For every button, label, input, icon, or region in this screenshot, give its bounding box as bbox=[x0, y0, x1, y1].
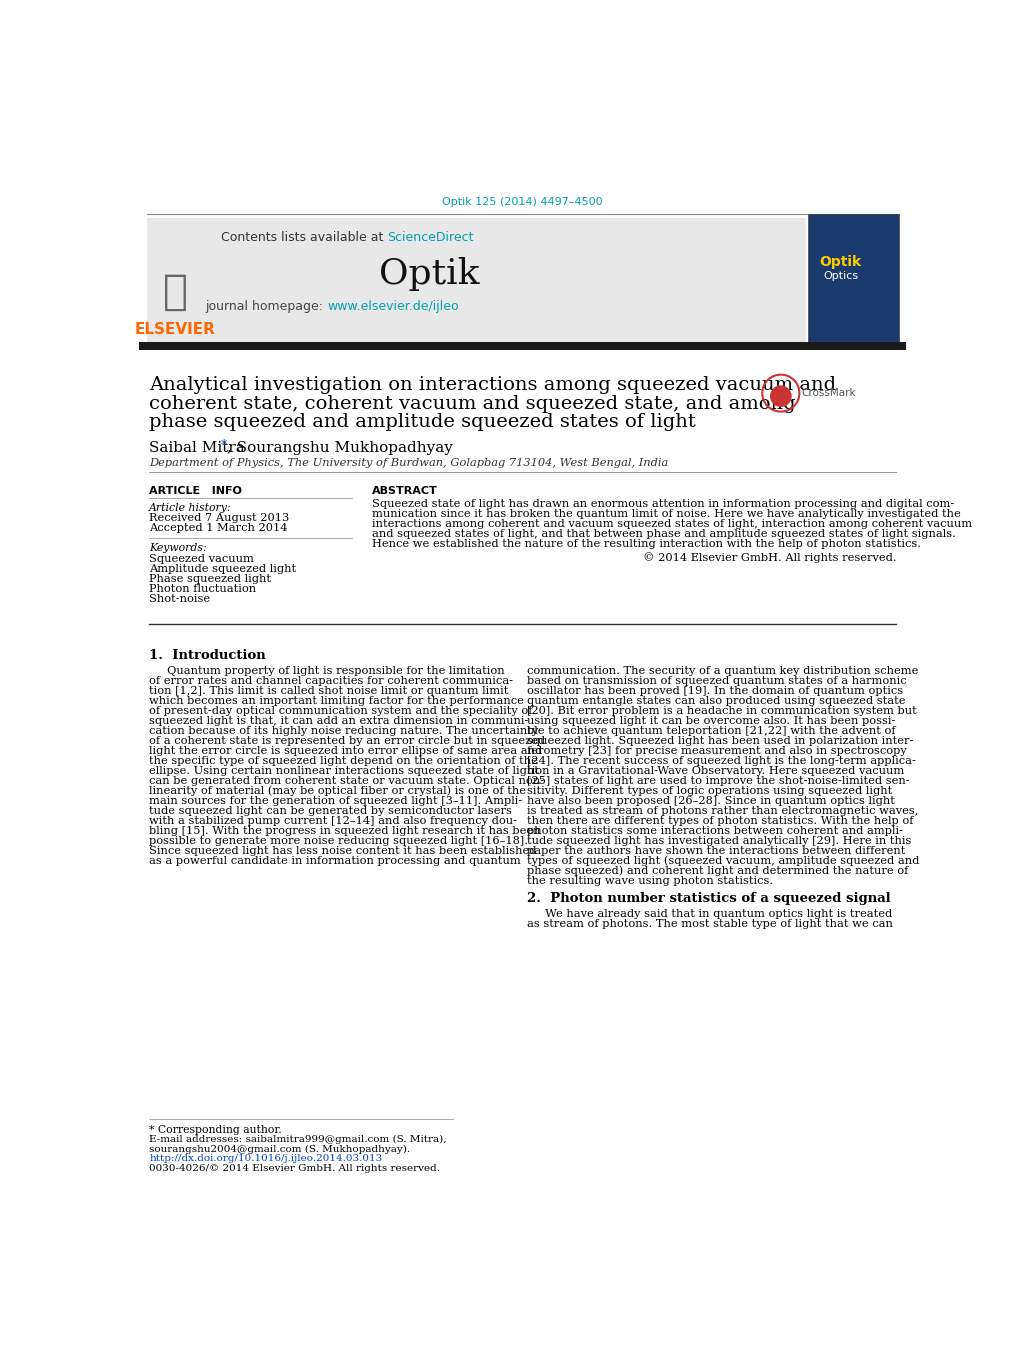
Text: squeezed light is that, it can add an extra dimension in communi-: squeezed light is that, it can add an ex… bbox=[149, 716, 528, 725]
Text: as stream of photons. The most stable type of light that we can: as stream of photons. The most stable ty… bbox=[526, 919, 892, 929]
Text: of present-day optical communication system and the speciality of: of present-day optical communication sys… bbox=[149, 705, 532, 716]
Text: munication since it has broken the quantum limit of noise. Here we have analytic: munication since it has broken the quant… bbox=[371, 509, 960, 519]
Text: Accepted 1 March 2014: Accepted 1 March 2014 bbox=[149, 523, 287, 534]
Text: , Sourangshu Mukhopadhyay: , Sourangshu Mukhopadhyay bbox=[226, 440, 452, 455]
Text: 0030-4026/© 2014 Elsevier GmbH. All rights reserved.: 0030-4026/© 2014 Elsevier GmbH. All righ… bbox=[149, 1165, 440, 1173]
Circle shape bbox=[769, 385, 791, 407]
Text: [20]. Bit error problem is a headache in communication system but: [20]. Bit error problem is a headache in… bbox=[526, 705, 915, 716]
Text: Optik: Optik bbox=[379, 257, 480, 290]
Text: ABSTRACT: ABSTRACT bbox=[371, 485, 437, 496]
Text: CrossMark: CrossMark bbox=[801, 388, 856, 399]
Text: [24]. The recent success of squeezed light is the long-term applica-: [24]. The recent success of squeezed lig… bbox=[526, 755, 915, 766]
Text: Hence we established the nature of the resulting interaction with the help of ph: Hence we established the nature of the r… bbox=[371, 539, 920, 549]
Text: sourangshu2004@gmail.com (S. Mukhopadhyay).: sourangshu2004@gmail.com (S. Mukhopadhya… bbox=[149, 1144, 410, 1154]
Text: quantum entangle states can also produced using squeezed state: quantum entangle states can also produce… bbox=[526, 696, 904, 705]
Text: can be generated from coherent state or vacuum state. Optical non-: can be generated from coherent state or … bbox=[149, 775, 544, 786]
Text: ellipse. Using certain nonlinear interactions squeezed state of light: ellipse. Using certain nonlinear interac… bbox=[149, 766, 539, 775]
Text: 2.  Photon number statistics of a squeezed signal: 2. Photon number statistics of a squeeze… bbox=[526, 892, 890, 905]
Text: ARTICLE   INFO: ARTICLE INFO bbox=[149, 485, 242, 496]
Text: types of squeezed light (squeezed vacuum, amplitude squeezed and: types of squeezed light (squeezed vacuum… bbox=[526, 857, 918, 866]
Text: then there are different types of photon statistics. With the help of: then there are different types of photon… bbox=[526, 816, 912, 825]
Bar bbox=[139, 342, 906, 350]
Text: of a coherent state is represented by an error circle but in squeezed: of a coherent state is represented by an… bbox=[149, 736, 545, 746]
Text: the resulting wave using photon statistics.: the resulting wave using photon statisti… bbox=[526, 875, 772, 886]
Text: * Corresponding author.: * Corresponding author. bbox=[149, 1125, 281, 1135]
Text: Keywords:: Keywords: bbox=[149, 543, 207, 554]
Text: Optik 125 (2014) 4497–4500: Optik 125 (2014) 4497–4500 bbox=[442, 197, 602, 207]
Text: We have already said that in quantum optics light is treated: We have already said that in quantum opt… bbox=[526, 909, 891, 919]
Bar bbox=[147, 219, 805, 343]
Text: Received 7 August 2013: Received 7 August 2013 bbox=[149, 513, 289, 523]
Text: ScienceDirect: ScienceDirect bbox=[387, 231, 473, 245]
Text: sitivity. Different types of logic operations using squeezed light: sitivity. Different types of logic opera… bbox=[526, 786, 891, 796]
Text: paper the authors have shown the interactions between different: paper the authors have shown the interac… bbox=[526, 846, 904, 857]
Text: phase squeezed and amplitude squeezed states of light: phase squeezed and amplitude squeezed st… bbox=[149, 413, 695, 431]
Text: Saibal Mitra: Saibal Mitra bbox=[149, 440, 245, 455]
Text: the specific type of squeezed light depend on the orientation of the: the specific type of squeezed light depe… bbox=[149, 755, 538, 766]
Text: Optics: Optics bbox=[822, 272, 857, 281]
Text: oscillator has been proved [19]. In the domain of quantum optics: oscillator has been proved [19]. In the … bbox=[526, 686, 902, 696]
Text: tion [1,2]. This limit is called shot noise limit or quantum limit: tion [1,2]. This limit is called shot no… bbox=[149, 686, 508, 696]
Text: E-mail addresses: saibalmitra999@gmail.com (S. Mitra),: E-mail addresses: saibalmitra999@gmail.c… bbox=[149, 1135, 446, 1144]
Text: cation because of its highly noise reducing nature. The uncertainty: cation because of its highly noise reduc… bbox=[149, 725, 538, 736]
Text: Phase squeezed light: Phase squeezed light bbox=[149, 574, 271, 584]
Text: ferometry [23] for precise measurement and also in spectroscopy: ferometry [23] for precise measurement a… bbox=[526, 746, 906, 755]
Text: based on transmission of squeezed quantum states of a harmonic: based on transmission of squeezed quantu… bbox=[526, 676, 905, 686]
Text: with a stabilized pump current [12–14] and also frequency dou-: with a stabilized pump current [12–14] a… bbox=[149, 816, 517, 825]
Text: Squeezed vacuum: Squeezed vacuum bbox=[149, 554, 254, 565]
Text: Department of Physics, The University of Burdwan, Golapbag 713104, West Bengal, : Department of Physics, The University of… bbox=[149, 458, 667, 467]
Text: light the error circle is squeezed into error ellipse of same area and: light the error circle is squeezed into … bbox=[149, 746, 542, 755]
Text: journal homepage:: journal homepage: bbox=[205, 300, 327, 313]
Text: and squeezed states of light, and that between phase and amplitude squeezed stat: and squeezed states of light, and that b… bbox=[371, 530, 955, 539]
Text: tude squeezed light has investigated analytically [29]. Here in this: tude squeezed light has investigated ana… bbox=[526, 836, 910, 846]
Text: Contents lists available at: Contents lists available at bbox=[220, 231, 387, 245]
Text: http://dx.doi.org/10.1016/j.ijleo.2014.03.013: http://dx.doi.org/10.1016/j.ijleo.2014.0… bbox=[149, 1154, 382, 1163]
Text: have also been proposed [26–28]. Since in quantum optics light: have also been proposed [26–28]. Since i… bbox=[526, 796, 894, 805]
Text: 🌿: 🌿 bbox=[163, 270, 187, 312]
Text: tude squeezed light can be generated by semiconductor lasers: tude squeezed light can be generated by … bbox=[149, 805, 512, 816]
Text: www.elsevier.de/ijleo: www.elsevier.de/ijleo bbox=[327, 300, 459, 313]
Text: [25] states of light are used to improve the shot-noise-limited sen-: [25] states of light are used to improve… bbox=[526, 775, 908, 786]
Text: Article history:: Article history: bbox=[149, 503, 231, 513]
Text: ELSEVIER: ELSEVIER bbox=[135, 323, 216, 338]
Text: possible to generate more noise reducing squeezed light [16–18].: possible to generate more noise reducing… bbox=[149, 836, 528, 846]
Text: Amplitude squeezed light: Amplitude squeezed light bbox=[149, 565, 297, 574]
Text: bling [15]. With the progress in squeezed light research it has been: bling [15]. With the progress in squeeze… bbox=[149, 825, 540, 836]
Text: as a powerful candidate in information processing and quantum: as a powerful candidate in information p… bbox=[149, 857, 521, 866]
Text: coherent state, coherent vacuum and squeezed state, and among: coherent state, coherent vacuum and sque… bbox=[149, 394, 795, 412]
Text: Quantum property of light is responsible for the limitation: Quantum property of light is responsible… bbox=[149, 666, 504, 676]
Text: 1.  Introduction: 1. Introduction bbox=[149, 648, 266, 662]
Text: *: * bbox=[220, 439, 226, 453]
Text: interactions among coherent and vacuum squeezed states of light, interaction amo: interactions among coherent and vacuum s… bbox=[371, 519, 971, 530]
Bar bbox=[807, 215, 898, 345]
Text: Since squeezed light has less noise content it has been established: Since squeezed light has less noise cont… bbox=[149, 846, 536, 857]
Text: main sources for the generation of squeezed light [3–11]. Ampli-: main sources for the generation of squee… bbox=[149, 796, 522, 805]
Text: using squeezed light it can be overcome also. It has been possi-: using squeezed light it can be overcome … bbox=[526, 716, 894, 725]
Text: Optik: Optik bbox=[818, 255, 861, 269]
Text: tion in a Gravitational-Wave Observatory. Here squeezed vacuum: tion in a Gravitational-Wave Observatory… bbox=[526, 766, 903, 775]
Text: which becomes an important limiting factor for the performance: which becomes an important limiting fact… bbox=[149, 696, 524, 705]
Text: ble to achieve quantum teleportation [21,22] with the advent of: ble to achieve quantum teleportation [21… bbox=[526, 725, 895, 736]
Text: Analytical investigation on interactions among squeezed vacuum and: Analytical investigation on interactions… bbox=[149, 376, 836, 394]
Text: communication. The security of a quantum key distribution scheme: communication. The security of a quantum… bbox=[526, 666, 917, 676]
Text: Photon fluctuation: Photon fluctuation bbox=[149, 584, 256, 594]
Text: Shot-noise: Shot-noise bbox=[149, 594, 210, 604]
Text: is treated as stream of photons rather than electromagnetic waves,: is treated as stream of photons rather t… bbox=[526, 805, 917, 816]
Text: squeezed light. Squeezed light has been used in polarization inter-: squeezed light. Squeezed light has been … bbox=[526, 736, 912, 746]
Text: photon statistics some interactions between coherent and ampli-: photon statistics some interactions betw… bbox=[526, 825, 902, 836]
Text: of error rates and channel capacities for coherent communica-: of error rates and channel capacities fo… bbox=[149, 676, 513, 686]
Text: phase squeezed) and coherent light and determined the nature of: phase squeezed) and coherent light and d… bbox=[526, 866, 907, 877]
Text: linearity of material (may be optical fiber or crystal) is one of the: linearity of material (may be optical fi… bbox=[149, 786, 526, 796]
Text: © 2014 Elsevier GmbH. All rights reserved.: © 2014 Elsevier GmbH. All rights reserve… bbox=[642, 551, 896, 562]
Text: Squeezed state of light has drawn an enormous attention in information processin: Squeezed state of light has drawn an eno… bbox=[371, 500, 953, 509]
